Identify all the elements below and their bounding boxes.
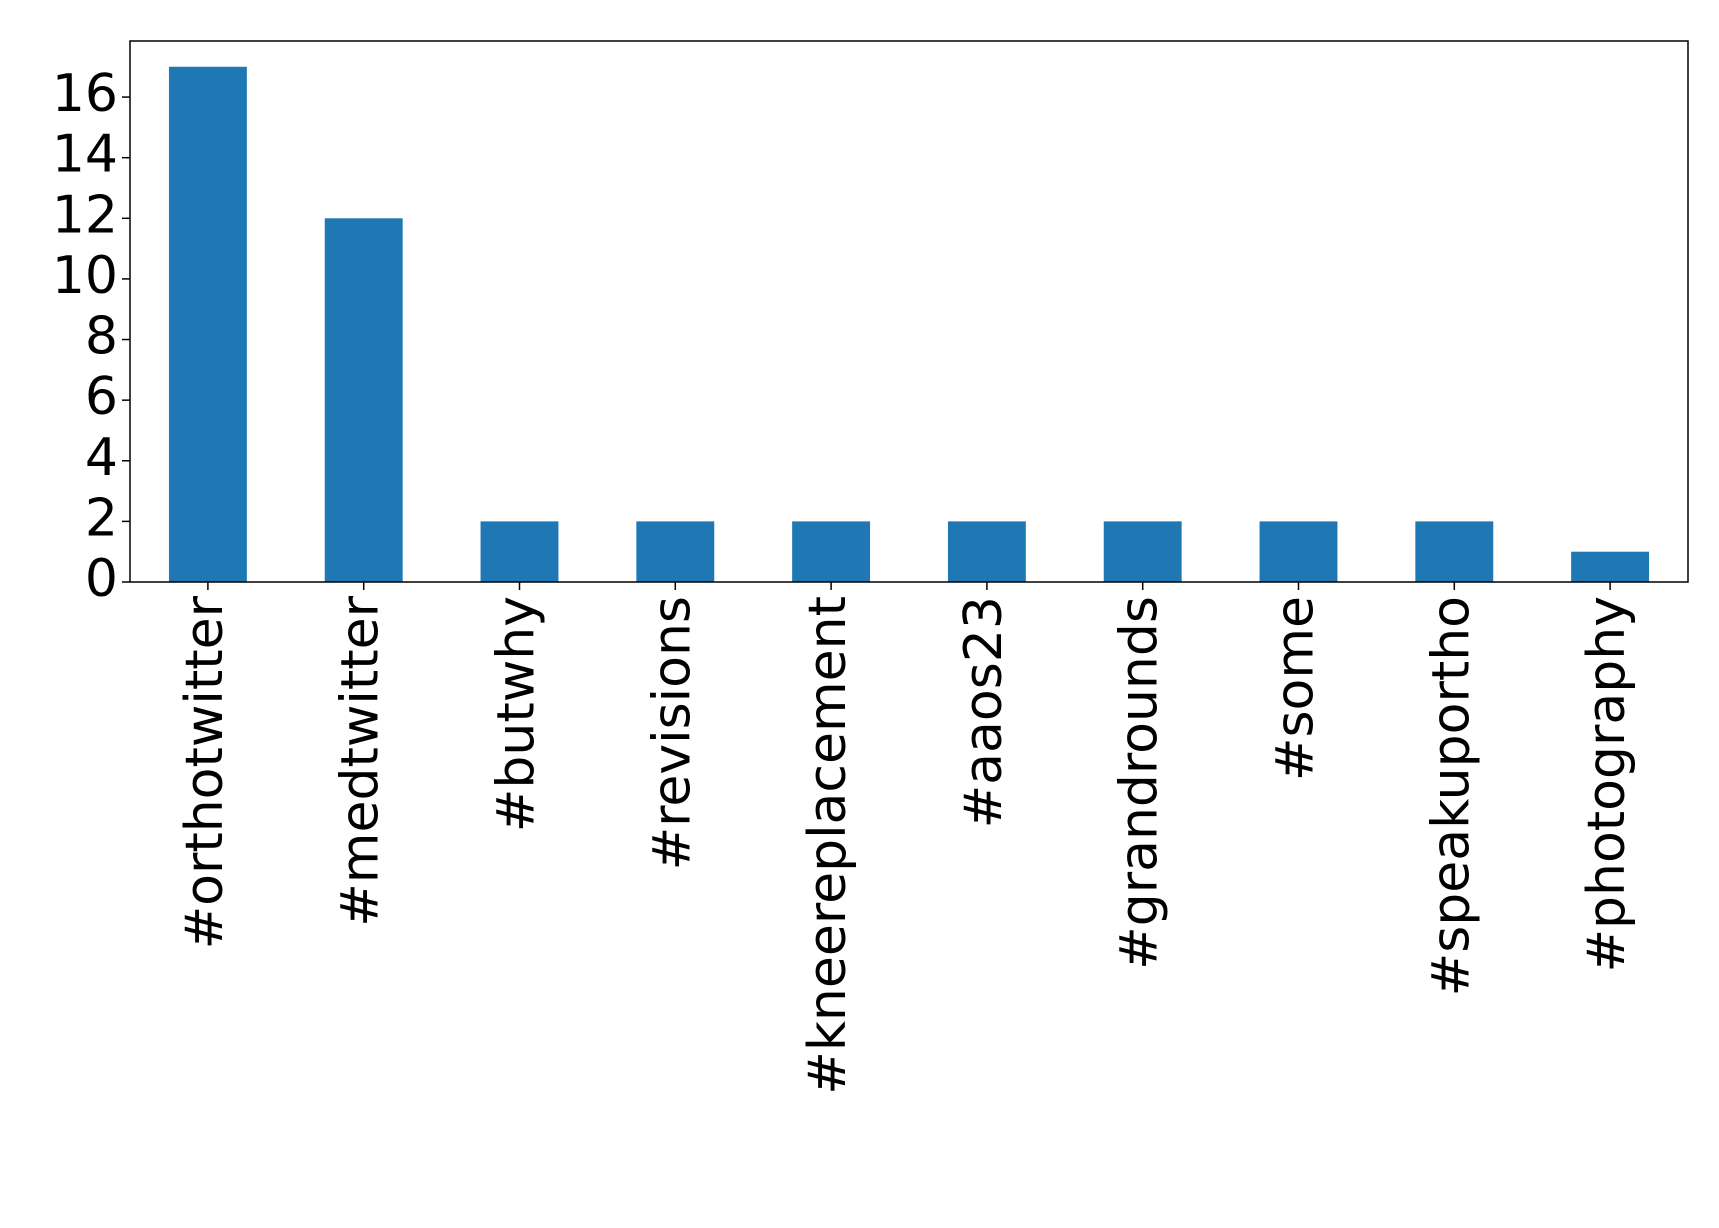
bar (480, 521, 559, 582)
x-tick-label: #photography (1577, 596, 1637, 973)
y-tick-label: 2 (85, 488, 118, 548)
y-tick-label: 16 (52, 64, 118, 124)
y-tick-label: 8 (85, 307, 118, 367)
y-tick-label: 10 (52, 246, 118, 306)
bar (947, 521, 1026, 582)
x-tick-label: #speakuportho (1421, 596, 1481, 996)
x-tick-label: #some (1266, 596, 1326, 781)
y-tick-label: 12 (52, 185, 118, 245)
bar (1415, 521, 1494, 582)
y-tick-label: 6 (85, 367, 118, 427)
bar (792, 521, 871, 582)
y-tick-label: 0 (85, 549, 118, 609)
bar (324, 218, 403, 582)
bar (1259, 521, 1338, 582)
plot-frame (129, 40, 1689, 583)
x-tick-label: #grandrounds (1110, 596, 1170, 970)
bar (1571, 551, 1650, 582)
x-tick-label: #kneereplacement (798, 596, 858, 1095)
y-tick-label: 4 (85, 428, 118, 488)
bar (1103, 521, 1182, 582)
x-tick-label: #revisions (642, 596, 702, 870)
x-tick-label: #medtwitter (331, 595, 391, 926)
y-tick-label: 14 (52, 125, 118, 185)
bar (636, 521, 715, 582)
x-tick-label: #orthotwitter (175, 595, 235, 949)
bar (168, 66, 247, 582)
x-tick-label: #aaos23 (954, 596, 1014, 828)
x-tick-label: #butwhy (487, 596, 547, 832)
